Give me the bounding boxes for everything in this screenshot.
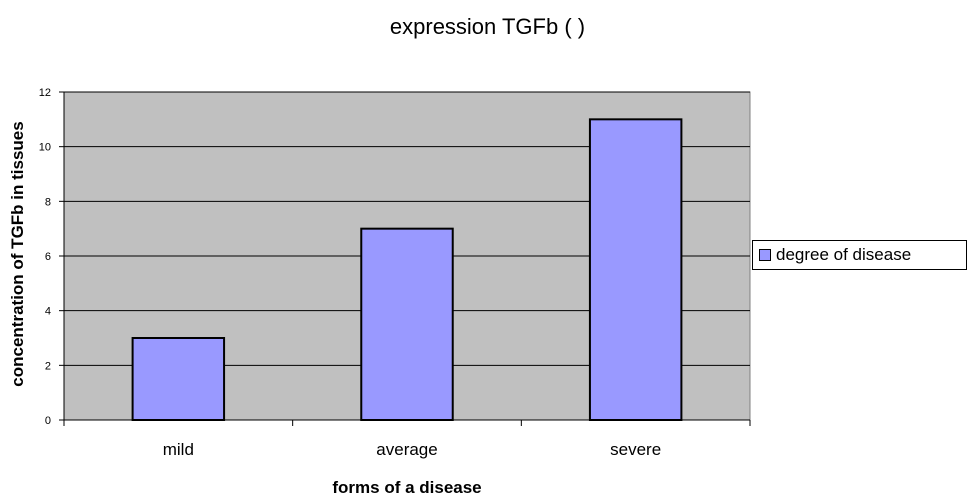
bar-severe xyxy=(588,118,683,421)
y-tick-label: 10 xyxy=(39,142,51,154)
legend: degree of disease xyxy=(752,240,967,270)
y-tick-label: 12 xyxy=(39,87,51,99)
legend-label: degree of disease xyxy=(776,245,912,264)
x-tick-label: severe xyxy=(610,440,661,459)
bars xyxy=(131,118,683,421)
y-tick-label: 4 xyxy=(45,306,51,318)
chart-title: expression TGFb ( ) xyxy=(389,14,586,39)
x-axis-label: forms of a disease xyxy=(332,478,482,497)
bar-mild xyxy=(131,337,226,421)
y-ticks: 0 2 4 6 8 10 12 xyxy=(39,87,64,427)
y-tick-label: 6 xyxy=(45,251,51,263)
x-tick-label: mild xyxy=(163,440,194,459)
bar-average xyxy=(360,227,454,421)
x-tick-label: average xyxy=(376,440,437,459)
legend-swatch xyxy=(759,249,771,261)
y-tick-label: 8 xyxy=(45,196,51,208)
y-tick-label: 2 xyxy=(45,360,51,372)
x-ticks: mild average severe xyxy=(63,420,751,459)
y-tick-label: 0 xyxy=(45,415,51,427)
